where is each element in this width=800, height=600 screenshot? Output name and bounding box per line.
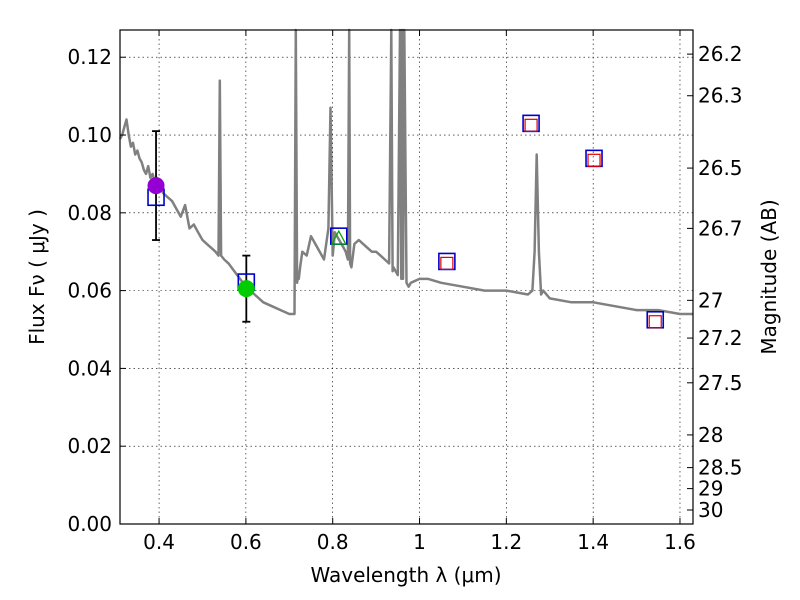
observed-point-1 [440, 256, 454, 270]
x-axis: 0.4 0.6 0.8 1 1.2 1.4 1.6 [143, 30, 696, 554]
observed-point-4 [648, 315, 662, 329]
x-tick-label-3: 1 [413, 530, 426, 554]
y-axis-left: 0.00 0.02 0.04 0.06 0.08 0.10 0.12 [67, 45, 126, 536]
mag-tick-label-9: 29 [698, 477, 723, 501]
x-axis-title: Wavelength λ (μm) [310, 563, 501, 587]
mag-tick-label-6: 27.5 [698, 371, 743, 395]
mag-tick-label-8: 28.5 [698, 456, 743, 480]
mag-tick-label-2: 26.5 [698, 156, 743, 180]
x-tick-label-4: 1.2 [490, 530, 522, 554]
data-points-layer [147, 114, 665, 329]
y-tick-label-1: 0.02 [67, 434, 112, 458]
y-axis-title: Flux Fν ( μJy ) [25, 209, 49, 345]
y-tick-label-0: 0.00 [67, 512, 112, 536]
mag-tick-label-1: 26.3 [698, 84, 743, 108]
photometry-point-1 [237, 280, 255, 298]
x-tick-label-1: 0.6 [230, 530, 262, 554]
x-tick-label-2: 0.8 [317, 530, 349, 554]
mag-tick-label-7: 28 [698, 423, 723, 447]
observed-point-2 [524, 118, 538, 132]
y-tick-label-4: 0.08 [67, 201, 112, 225]
y-tick-label-3: 0.06 [67, 279, 112, 303]
mag-tick-label-0: 26.2 [698, 42, 743, 66]
x-tick-label-6: 1.6 [664, 530, 696, 554]
mag-tick-label-3: 26.7 [698, 216, 743, 240]
x-tick-label-0: 0.4 [143, 530, 175, 554]
mag-tick-label-10: 30 [698, 498, 723, 522]
y-axis-right-title: Magnitude (AB) [757, 199, 781, 354]
photometry-point-0 [147, 177, 165, 195]
observed-point-3 [587, 153, 601, 167]
plot-frame [119, 29, 694, 525]
mag-tick-label-4: 27 [698, 288, 723, 312]
y-tick-label-5: 0.10 [67, 123, 112, 147]
x-tick-label-5: 1.4 [577, 530, 609, 554]
y-tick-label-2: 0.04 [67, 356, 112, 380]
observed-point-0 [330, 229, 347, 245]
mag-tick-label-5: 27.2 [698, 326, 743, 350]
y-tick-label-6: 0.12 [67, 45, 112, 69]
